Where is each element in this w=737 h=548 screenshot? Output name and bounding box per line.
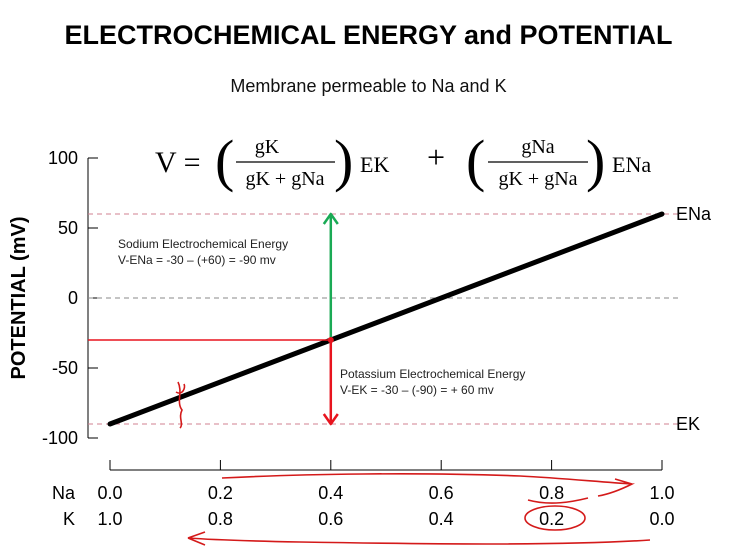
- intersection-point: [327, 337, 334, 343]
- series: [107, 211, 665, 427]
- arrow-left-stroke: [187, 531, 651, 546]
- x-tick-label: 0.6: [429, 483, 454, 503]
- y-tick-label: 50: [58, 218, 78, 238]
- annotation-line: V-EK = -30 – (-90) = + 60 mv: [340, 383, 494, 397]
- annotations: Sodium Electrochemical Energy V-ENa = -30…: [118, 237, 525, 397]
- annotation-line: Sodium Electrochemical Energy: [118, 237, 288, 251]
- equation-paren-close-1: ): [334, 128, 353, 193]
- equation-plus: +: [427, 139, 445, 175]
- reference-lines: ENa EK: [88, 204, 712, 434]
- annotation-line: V-ENa = -30 – (+60) = -90 mv: [118, 253, 276, 267]
- equation-term2-label: ENa: [612, 152, 651, 177]
- scribble-under-0-8: [527, 497, 589, 504]
- x-tick-label: 0.2: [539, 509, 564, 529]
- x-tick-label: 1.0: [97, 509, 122, 529]
- reference-line-label: EK: [676, 414, 700, 434]
- x-tick-label: 0.4: [429, 509, 454, 529]
- x-tick-label: 0.0: [97, 483, 122, 503]
- arrow-head: [322, 212, 339, 225]
- y-tick-label: 100: [48, 148, 78, 168]
- slide-subtitle: Membrane permeable to Na and K: [230, 76, 507, 96]
- y-tick-label: -100: [42, 428, 78, 448]
- x-row-label: Na: [52, 483, 76, 503]
- equation-term1-label: EK: [360, 152, 389, 177]
- equation-paren-open-1: (: [215, 128, 234, 193]
- equation: V = ( gK gK + gNa ) EK + ( gNa gK + gNa …: [155, 128, 651, 193]
- x-tick-label: 1.0: [649, 483, 674, 503]
- y-tick-label: 0: [68, 288, 78, 308]
- equation-paren-close-2: ): [586, 128, 605, 193]
- x-tick-label: 0.0: [649, 509, 674, 529]
- circle-0-2: [524, 505, 586, 531]
- arrow-head: [322, 413, 339, 426]
- equation-paren-open-2: (: [466, 128, 485, 193]
- axes: 100 50 0 -50 -100: [42, 148, 663, 471]
- equation-term1-denominator: gK + gNa: [245, 168, 324, 190]
- equation-term1-numerator: gK: [255, 136, 280, 158]
- x-tick-label: 0.2: [208, 483, 233, 503]
- y-axis-label: POTENTIAL (mV): [8, 217, 30, 380]
- handwritten-annotations: [175, 381, 651, 546]
- x-tick-label: 0.8: [208, 509, 233, 529]
- equation-term2-denominator: gK + gNa: [498, 168, 577, 190]
- series-line: [107, 211, 665, 427]
- scribble-mark: [175, 381, 186, 429]
- equation-term2-numerator: gNa: [521, 136, 554, 158]
- x-tick-label: 0.4: [318, 483, 343, 503]
- x-tick-label: 0.6: [318, 509, 343, 529]
- arrow-right-stroke: [221, 473, 636, 497]
- annotation-line: Potassium Electrochemical Energy: [340, 367, 525, 381]
- y-tick-label: -50: [52, 358, 78, 378]
- slide-title: ELECTROCHEMICAL ENERGY and POTENTIAL: [64, 20, 673, 50]
- x-axis-rows: Na 0.0 0.2 0.4 0.6 0.8 1.0 K 1.0 0.8 0.6 0.4 0.2 0.0: [52, 483, 675, 529]
- x-row-label: K: [63, 509, 75, 529]
- marker-and-arrows: [88, 212, 339, 426]
- equation-lhs: V =: [155, 146, 201, 179]
- x-tick-label: 0.8: [539, 483, 564, 503]
- reference-line-label: ENa: [676, 204, 712, 224]
